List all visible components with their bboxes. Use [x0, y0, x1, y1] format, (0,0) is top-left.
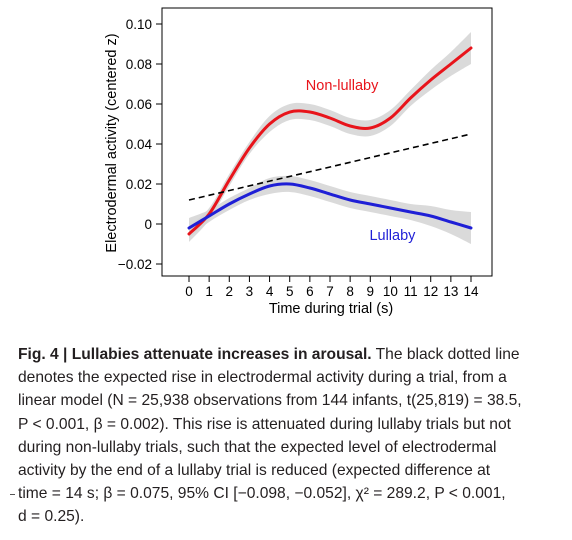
y-tick-label: 0.06: [126, 97, 152, 112]
tick-labels: 0 1 2 3 4 5 6 7 8 9 10 11 12 13 14−0.0200.020.040.060.…: [118, 17, 479, 299]
caption-line: d = 0.25).: [18, 508, 85, 526]
x-tick-label: 1: [205, 284, 213, 299]
non-lullaby-label: Non-lullaby: [306, 78, 379, 94]
x-tick-label: 3: [246, 284, 254, 299]
non-lullaby-line: [187, 46, 473, 236]
series-annotations: Non-lullaby Lullaby: [306, 78, 416, 244]
x-tick-label: 6: [306, 284, 314, 299]
x-tick-label: 7: [326, 284, 334, 299]
y-tick-label: 0.08: [126, 57, 152, 72]
caption-line: denotes the expected rise in electroderm…: [18, 369, 507, 387]
lullaby-line: [187, 182, 473, 230]
figure-caption: Fig. 4 | Lullabies attenuate increases i…: [18, 343, 558, 529]
y-tick-label: 0.02: [126, 177, 152, 192]
caption-line: The black dotted line: [371, 346, 520, 363]
caption-line: linear model (N = 25,938 observations fr…: [18, 392, 522, 410]
y-axis-label: Electrodermal activity (centered z): [104, 33, 120, 252]
electrodermal-activity-chart: 0 1 2 3 4 5 6 7 8 9 10 11 12 13 14−0.0200.020.040.060.…: [104, 7, 493, 317]
caption-line: activity by the end of a lullaby trial i…: [18, 462, 491, 480]
y-tick-label: −0.02: [118, 257, 152, 272]
series-lines: [187, 46, 473, 236]
confidence-band: [189, 175, 471, 244]
caption-line: time = 14 s; β = 0.075, 95% CI [−0.098, …: [18, 485, 506, 503]
plot-frame: [161, 7, 493, 277]
caption-line: during non-lullaby trials, such that the…: [18, 438, 497, 456]
x-tick-label: 9: [367, 284, 375, 299]
x-tick-label: 14: [463, 284, 479, 299]
x-tick-label: 2: [226, 284, 234, 299]
expected-rise-line: [188, 133, 472, 201]
x-axis-label: Time during trial (s): [269, 301, 393, 317]
y-tick-label: 0.10: [126, 17, 152, 32]
y-tick-label: 0.04: [126, 137, 153, 152]
margin-mark: [10, 494, 15, 495]
caption-label: Fig. 4 | Lullabies attenuate increases i…: [18, 346, 372, 363]
x-tick-label: 8: [346, 284, 354, 299]
confidence-bands: [189, 32, 471, 244]
caption-line: P < 0.001, β = 0.002). This rise is atte…: [18, 415, 511, 433]
lullaby-label: Lullaby: [369, 228, 416, 244]
x-tick-label: 0: [185, 284, 193, 299]
x-tick-label: 11: [404, 284, 418, 299]
x-tick-label: 4: [266, 284, 274, 299]
chart-axes: [156, 7, 493, 282]
x-tick-label: 10: [383, 284, 398, 299]
y-tick-label: 0: [144, 217, 152, 232]
x-tick-label: 13: [443, 284, 458, 299]
x-tick-label: 5: [286, 284, 294, 299]
x-tick-label: 12: [423, 284, 438, 299]
